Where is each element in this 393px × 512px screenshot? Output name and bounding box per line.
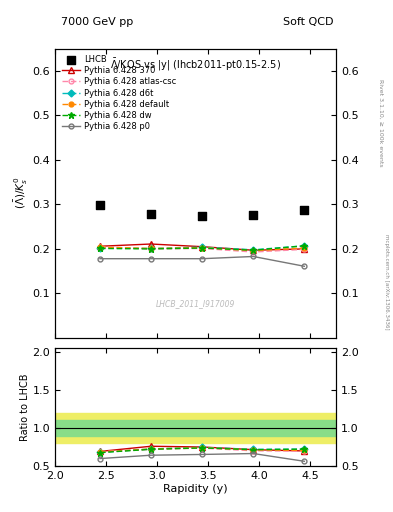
Pythia 6.428 atlas-csc: [251, 249, 255, 255]
Line: Pythia 6.428 dw: Pythia 6.428 dw: [97, 242, 308, 254]
Bar: [55, 420, 336, 436]
Pythia 6.428 d6t: [97, 245, 102, 251]
LHCB: [148, 210, 154, 218]
Pythia 6.428 d6t: [302, 243, 307, 249]
Pythia 6.428 370: [200, 244, 204, 250]
Bar: [55, 413, 336, 443]
Text: mcplots.cern.ch [arXiv:1306.3436]: mcplots.cern.ch [arXiv:1306.3436]: [384, 234, 389, 329]
Line: Pythia 6.428 p0: Pythia 6.428 p0: [97, 254, 307, 269]
Line: Pythia 6.428 atlas-csc: Pythia 6.428 atlas-csc: [97, 244, 307, 254]
Text: LHCB_2011_I917009: LHCB_2011_I917009: [156, 298, 235, 308]
Pythia 6.428 p0: [149, 255, 153, 262]
Y-axis label: Ratio to LHCB: Ratio to LHCB: [20, 373, 29, 441]
Pythia 6.428 default: [200, 245, 204, 251]
Pythia 6.428 dw: [200, 245, 204, 251]
Pythia 6.428 default: [149, 245, 153, 251]
Pythia 6.428 atlas-csc: [200, 245, 204, 251]
Legend: LHCB, Pythia 6.428 370, Pythia 6.428 atlas-csc, Pythia 6.428 d6t, Pythia 6.428 d: LHCB, Pythia 6.428 370, Pythia 6.428 atl…: [58, 52, 180, 134]
LHCB: [199, 212, 205, 220]
Line: Pythia 6.428 d6t: Pythia 6.428 d6t: [97, 243, 307, 252]
Pythia 6.428 atlas-csc: [149, 246, 153, 252]
Pythia 6.428 atlas-csc: [302, 246, 307, 252]
Pythia 6.428 d6t: [251, 247, 255, 253]
Pythia 6.428 p0: [251, 253, 255, 260]
X-axis label: Rapidity (y): Rapidity (y): [163, 483, 228, 494]
Pythia 6.428 atlas-csc: [97, 244, 102, 250]
Line: Pythia 6.428 default: Pythia 6.428 default: [97, 245, 307, 253]
Pythia 6.428 d6t: [149, 245, 153, 251]
Pythia 6.428 p0: [97, 255, 102, 262]
Pythia 6.428 d6t: [200, 244, 204, 250]
Pythia 6.428 370: [149, 241, 153, 247]
Line: Pythia 6.428 370: Pythia 6.428 370: [97, 241, 307, 253]
Pythia 6.428 dw: [149, 246, 153, 252]
LHCB: [97, 201, 103, 209]
Text: Rivet 3.1.10, ≥ 100k events: Rivet 3.1.10, ≥ 100k events: [378, 79, 383, 167]
Pythia 6.428 p0: [302, 263, 307, 269]
Pythia 6.428 dw: [97, 245, 102, 251]
Text: Soft QCD: Soft QCD: [283, 17, 333, 27]
Pythia 6.428 default: [302, 245, 307, 251]
Pythia 6.428 p0: [200, 255, 204, 262]
Pythia 6.428 370: [302, 246, 307, 252]
LHCB: [301, 206, 307, 215]
LHCB: [250, 211, 256, 219]
Pythia 6.428 370: [251, 247, 255, 253]
Pythia 6.428 370: [97, 243, 102, 249]
Text: 7000 GeV pp: 7000 GeV pp: [61, 17, 133, 27]
Pythia 6.428 dw: [251, 247, 255, 253]
Text: $\bar{\Lambda}$/KOS vs |y| (lhcb2011-pt0.15-2.5): $\bar{\Lambda}$/KOS vs |y| (lhcb2011-pt0…: [110, 57, 281, 73]
Pythia 6.428 dw: [302, 243, 307, 249]
Pythia 6.428 default: [251, 248, 255, 254]
Pythia 6.428 default: [97, 244, 102, 250]
Y-axis label: $\bar{(\Lambda)}/K^0_s$: $\bar{(\Lambda)}/K^0_s$: [13, 177, 29, 209]
